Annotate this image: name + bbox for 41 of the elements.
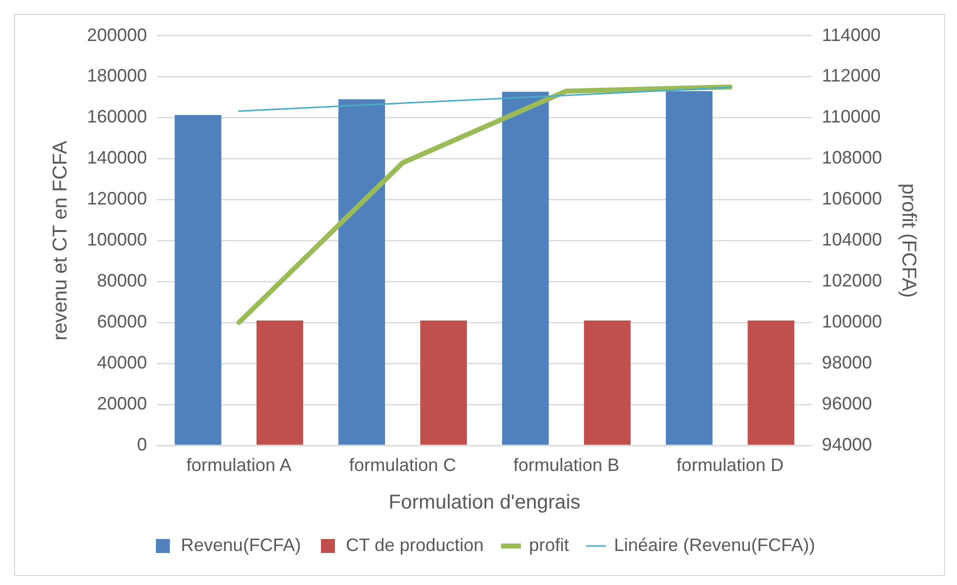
y2-tick-label: 114000 [822, 24, 881, 45]
y2-tick-label: 108000 [822, 148, 882, 168]
x-tick-label: formulation D [676, 455, 784, 476]
bar [338, 99, 386, 445]
y2-tick-label: 102000 [822, 270, 882, 291]
y-tick-label: 40000 [97, 352, 148, 372]
y2-tick-label: 106000 [822, 188, 882, 209]
x-axis-title: Formulation d'engrais [388, 492, 580, 514]
bar [666, 91, 712, 445]
y-tick-label: 180000 [86, 66, 148, 86]
legend-label: CT de production [346, 534, 484, 555]
y-tick-label: 60000 [97, 311, 148, 332]
y2-tick-label: 94000 [822, 434, 872, 454]
x-tick-label: formulation B [513, 455, 620, 476]
y-tick-label: 120000 [86, 188, 148, 209]
bar [174, 115, 222, 445]
y-tick-label: 0 [137, 434, 148, 454]
y-tick-label: 20000 [97, 393, 148, 414]
y2-axis-title: profit (FCFA) [897, 183, 920, 298]
bar [584, 320, 631, 445]
y2-tick-label: 110000 [822, 106, 881, 127]
x-tick-label: formulation A [186, 455, 292, 476]
y2-tick-label: 104000 [822, 230, 882, 250]
bar [502, 92, 549, 445]
y-tick-label: 80000 [97, 270, 148, 291]
y2-tick-label: 100000 [822, 311, 882, 332]
legend-label: Revenu(FCFA) [180, 534, 301, 555]
x-tick-label: formulation C [349, 455, 456, 476]
y2-tick-label: 96000 [822, 393, 872, 414]
y-tick-label: 200000 [86, 24, 148, 45]
legend-label: profit [529, 534, 570, 555]
legend-label: Linéaire (Revenu(FCFA)) [614, 534, 816, 555]
y-axis-title: revenu et CT en FCFA [50, 140, 72, 340]
bar [748, 320, 794, 445]
y-tick-label: 100000 [86, 230, 148, 250]
y-tick-label: 160000 [86, 106, 148, 127]
y2-tick-label: 112000 [822, 66, 881, 86]
y-tick-label: 140000 [86, 148, 148, 168]
bar [256, 320, 304, 445]
bar [420, 320, 467, 445]
y2-tick-label: 98000 [822, 352, 872, 372]
